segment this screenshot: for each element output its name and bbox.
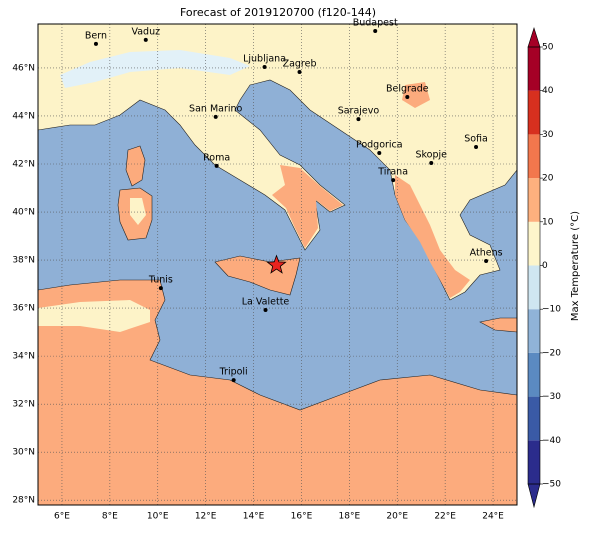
map-frame <box>37 23 518 506</box>
city-dot <box>262 64 267 69</box>
city-label: Ljubljana <box>243 53 286 64</box>
city-label: La Valette <box>242 297 290 308</box>
colorbar-tick-label: −50 <box>542 480 561 490</box>
city-label: Belgrade <box>386 84 429 95</box>
warm-area <box>395 175 470 298</box>
warm-area <box>272 165 343 248</box>
x-tick-label: 18°E <box>339 512 361 522</box>
colorbar-segment <box>528 396 540 441</box>
colorbar-extend <box>527 27 541 48</box>
colorbar-tick-label: 40 <box>542 86 554 96</box>
city-dot <box>484 259 489 264</box>
city-dot <box>474 144 479 149</box>
colorbar-tick-label: 20 <box>542 174 554 184</box>
colorbar-segment <box>528 134 540 179</box>
city-dot <box>373 28 378 33</box>
colorbar: −50 −40 −30 −20 −10 0 10 20 30 40 50 <box>527 27 561 509</box>
city-label: Vaduz <box>131 26 160 37</box>
x-tick-label: 22°E <box>434 512 456 522</box>
colorbar-tick-label: −20 <box>542 348 561 358</box>
city-dot <box>297 70 302 75</box>
colorbar-segment <box>528 309 540 353</box>
city-dot <box>93 41 98 46</box>
colorbar-tick-label: −30 <box>542 392 561 402</box>
colorbar-label: Max Temperature (°C) <box>570 211 581 321</box>
city-dot <box>405 95 410 100</box>
x-tick-label: 24°E <box>482 512 504 522</box>
city-dot <box>429 161 434 166</box>
y-tick-label: 28°N <box>12 496 35 506</box>
y-tick-label: 46°N <box>12 63 35 73</box>
x-tick-label: 20°E <box>386 512 408 522</box>
city-label: Skopje <box>415 150 447 161</box>
y-tick-label: 38°N <box>12 256 35 266</box>
city-label: Tripoli <box>219 367 248 378</box>
city-dot <box>143 37 148 42</box>
colorbar-tick-label: 50 <box>542 43 554 53</box>
city-dot <box>391 178 396 183</box>
crete <box>479 317 517 333</box>
x-tick-label: 6°E <box>54 512 70 522</box>
corsica <box>125 145 146 187</box>
colorbar-tick-label: 0 <box>542 261 548 271</box>
map-area <box>38 24 517 505</box>
colorbar-extend <box>527 483 541 509</box>
city-label: Athens <box>470 248 503 259</box>
y-tick-label: 36°N <box>12 304 35 314</box>
city-label: Zagreb <box>283 59 317 70</box>
x-tick-label: 14°E <box>243 512 265 522</box>
colorbar-segment <box>528 440 540 484</box>
colorbar-segment <box>528 47 540 91</box>
colorbar-segment <box>528 265 540 310</box>
alpine-area <box>60 50 250 88</box>
colorbar-tick-label: 30 <box>542 130 554 140</box>
y-tick-label: 30°N <box>12 448 35 458</box>
y-tick-label: 44°N <box>12 111 35 121</box>
y-tick-label: 32°N <box>12 400 35 410</box>
colorbar-segment <box>528 221 540 266</box>
warm-area <box>402 82 430 108</box>
city-dot <box>158 286 163 291</box>
city-dot <box>356 117 361 122</box>
colorbar-tick-label: 10 <box>542 217 554 227</box>
x-tick-label: 8°E <box>102 512 118 522</box>
colorbar-tick-label: −10 <box>542 305 561 315</box>
y-tick-label: 42°N <box>12 160 35 170</box>
city-label: Sarajevo <box>338 106 380 117</box>
map-title: Forecast of 2019120700 (f120-144) <box>180 6 376 19</box>
map-overlay: 6°E 8°E 10°E 12°E 14°E 16°E 18°E 20°E 22°E 24°E 28… <box>12 17 517 522</box>
city-dot <box>263 308 268 313</box>
city-dot <box>377 150 382 155</box>
x-tick-label: 12°E <box>195 512 217 522</box>
city-label: San Marino <box>189 103 242 114</box>
y-tick-label: 40°N <box>12 208 35 218</box>
colorbar-tick-label: −40 <box>542 436 561 446</box>
y-tick-label: 34°N <box>12 352 35 362</box>
x-tick-label: 16°E <box>291 512 313 522</box>
x-tick-label: 10°E <box>147 512 169 522</box>
colorbar-segment <box>528 178 540 222</box>
city-dot <box>214 163 219 168</box>
colorbar-segment <box>528 90 540 135</box>
city-label: Tirana <box>377 167 408 178</box>
city-dot <box>213 114 218 119</box>
city-label: Budapest <box>353 17 398 28</box>
city-label: Bern <box>85 30 107 41</box>
city-dot <box>231 378 236 383</box>
cool-area <box>130 198 146 225</box>
city-label: Sofia <box>464 133 488 144</box>
colorbar-segment <box>528 352 540 397</box>
city-label: Podgorica <box>356 139 403 150</box>
city-label: Roma <box>203 152 230 163</box>
city-label: Tunis <box>148 275 173 286</box>
location-star <box>266 254 287 274</box>
